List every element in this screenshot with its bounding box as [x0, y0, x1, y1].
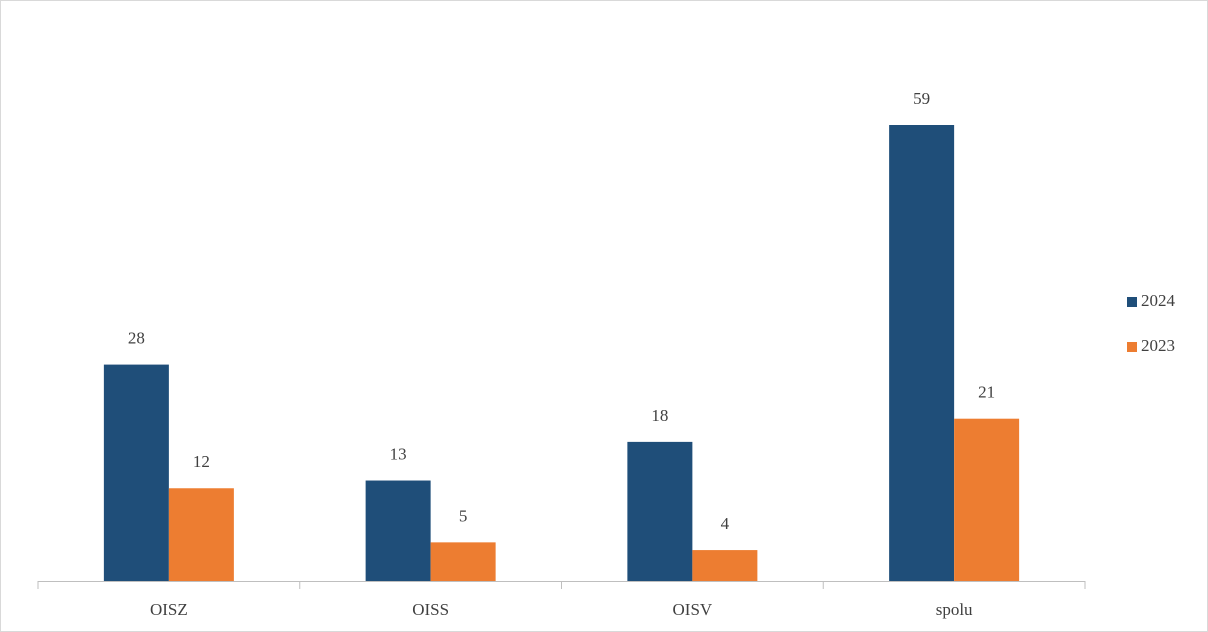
bar	[365, 480, 431, 581]
data-label: 13	[390, 444, 407, 463]
data-label: 5	[459, 506, 468, 525]
bar	[889, 125, 955, 581]
bar	[103, 364, 169, 581]
bar	[168, 488, 234, 581]
bar	[627, 441, 693, 581]
data-label: 21	[978, 383, 995, 402]
data-label: 59	[913, 89, 930, 108]
data-label: 28	[128, 328, 145, 347]
x-tick-label: OISV	[673, 600, 713, 619]
bar	[954, 418, 1020, 581]
legend-label: 2023	[1141, 336, 1175, 355]
data-label: 12	[193, 452, 210, 471]
legend-label: 2024	[1141, 291, 1176, 310]
legend-swatch	[1127, 297, 1137, 307]
x-tick-label: OISZ	[150, 600, 188, 619]
data-label: 4	[721, 514, 730, 533]
bar	[430, 542, 496, 581]
legend-swatch	[1127, 342, 1137, 352]
x-tick-label: OISS	[412, 600, 449, 619]
x-tick-label: spolu	[936, 600, 973, 619]
bar	[692, 550, 758, 581]
data-label: 18	[651, 406, 668, 425]
